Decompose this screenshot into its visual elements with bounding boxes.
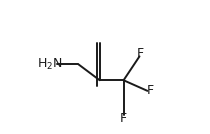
Text: F: F bbox=[137, 47, 144, 60]
Text: F: F bbox=[147, 84, 154, 97]
Text: H$_2$N: H$_2$N bbox=[37, 57, 62, 72]
Text: F: F bbox=[120, 112, 127, 125]
